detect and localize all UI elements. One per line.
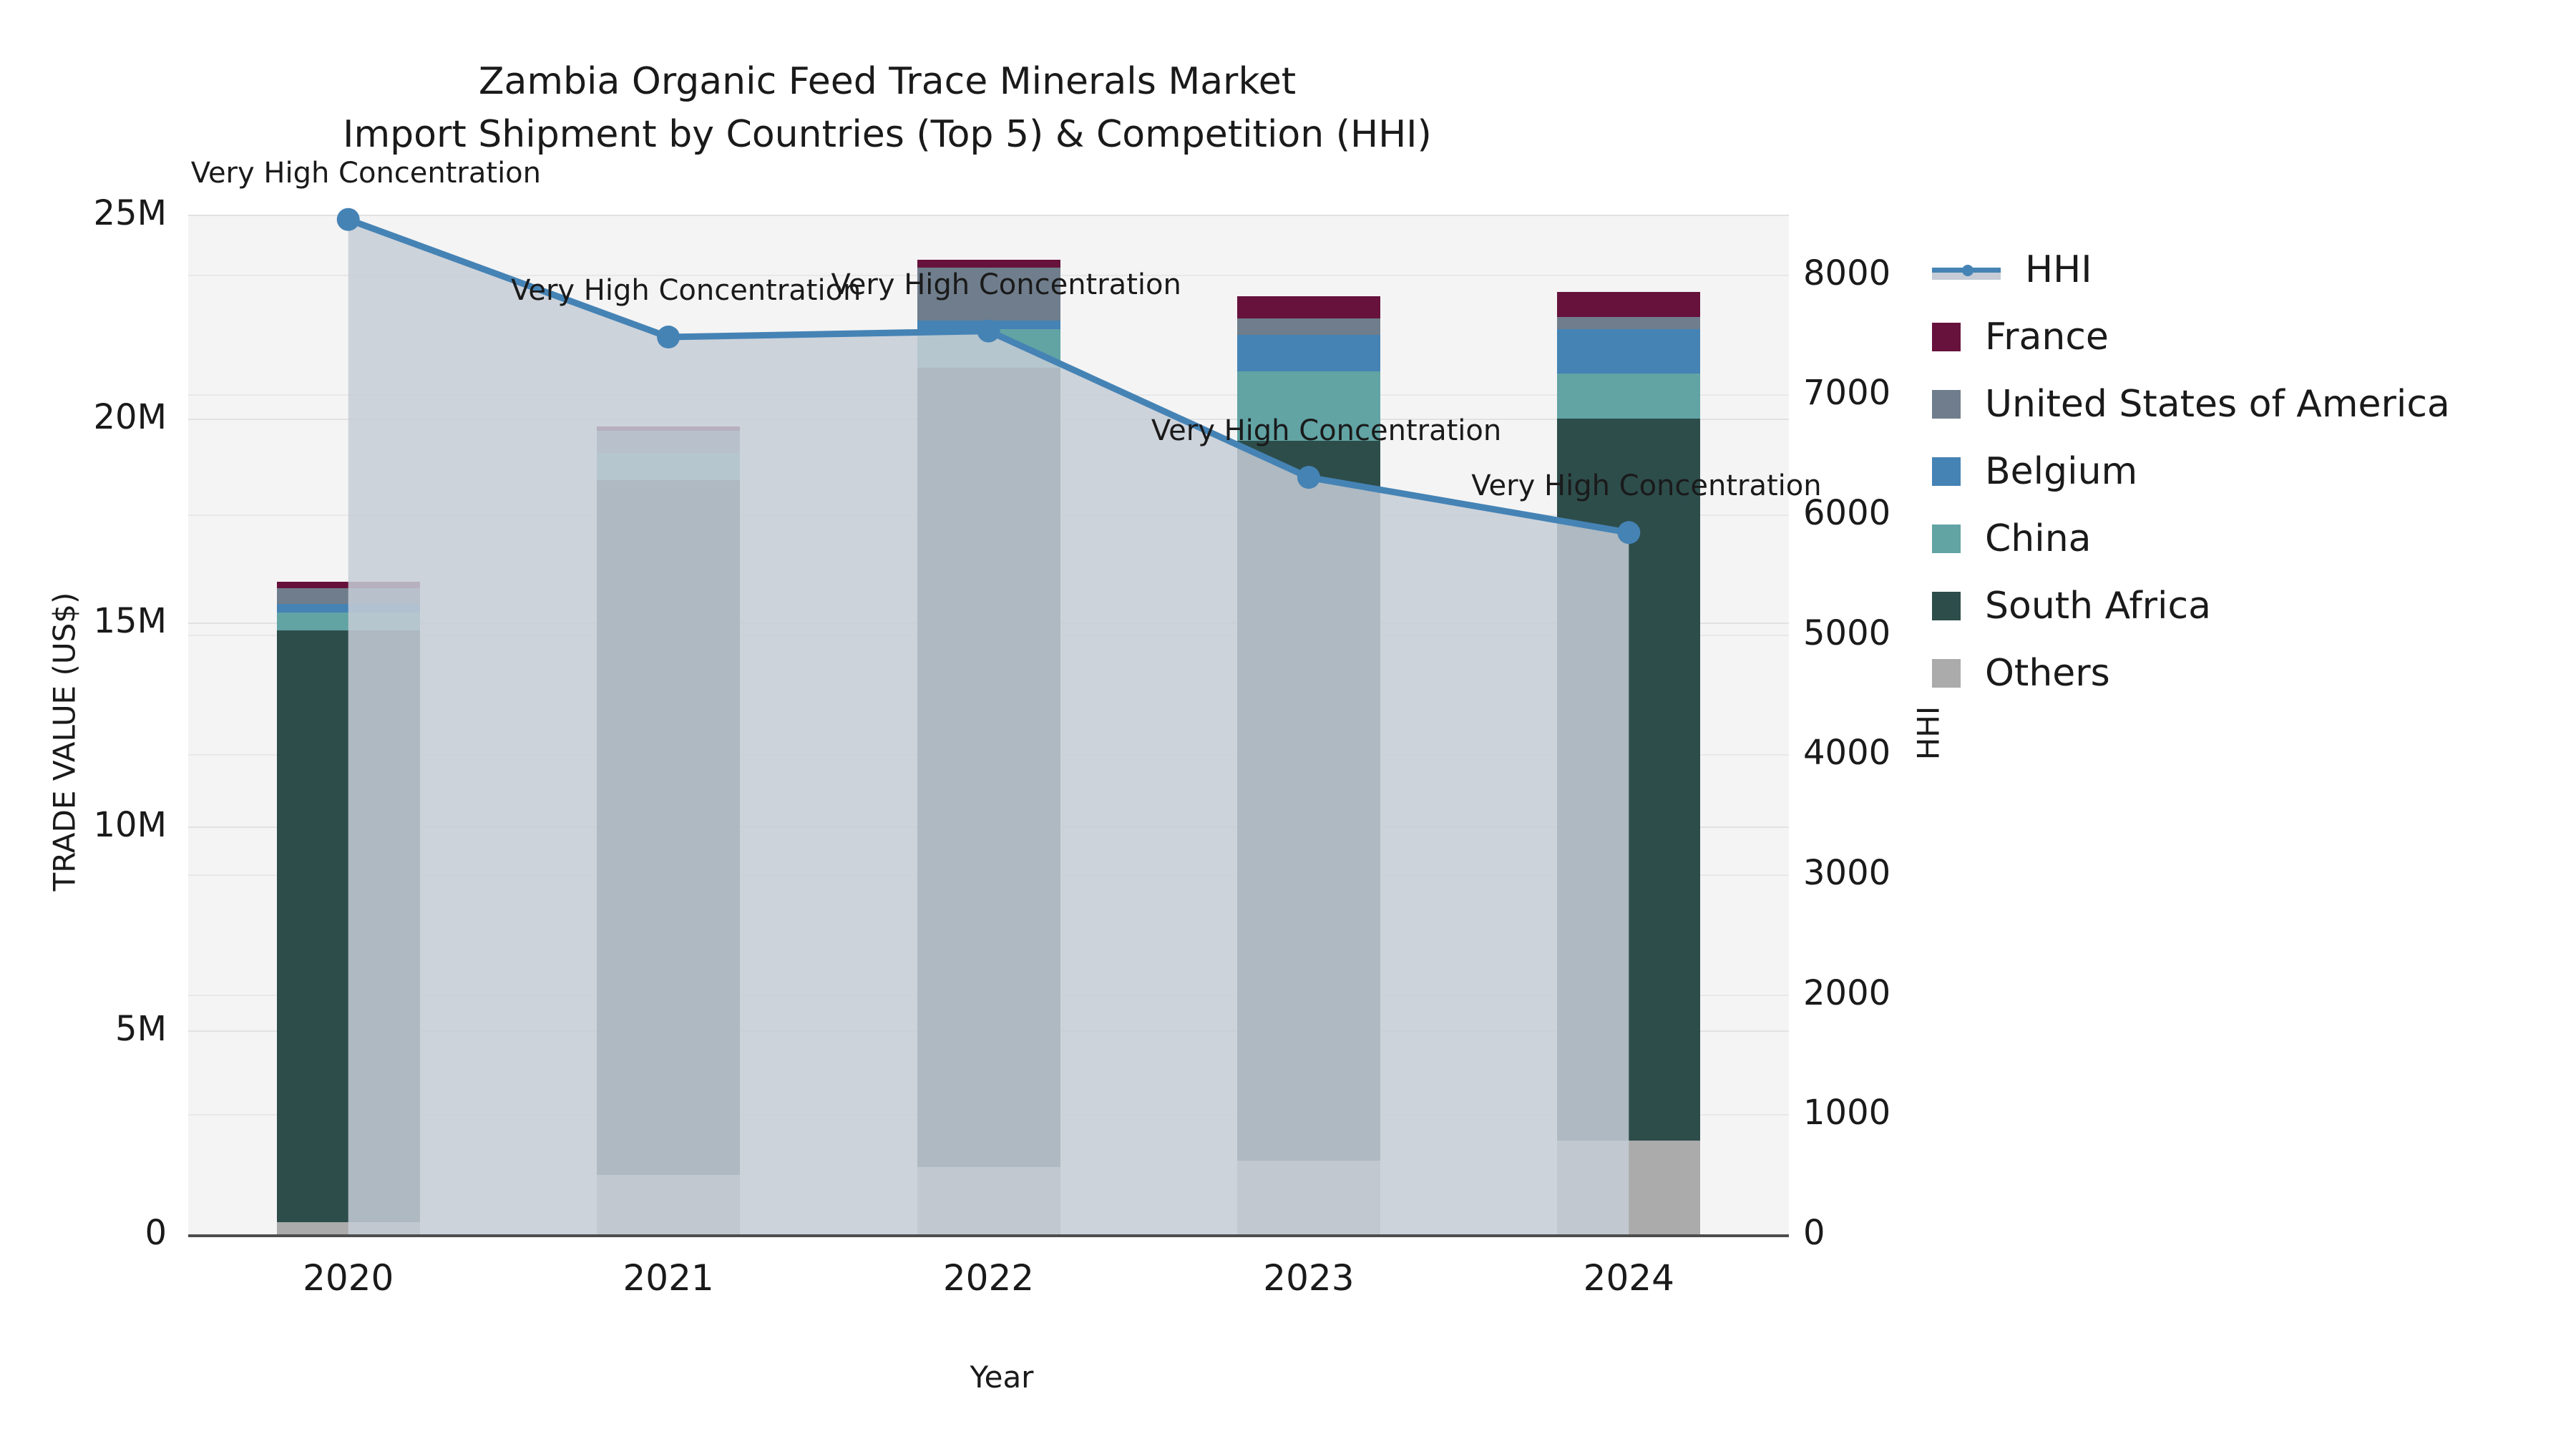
bar-segment-belgium-2024[interactable] [1557, 328, 1701, 374]
hhi-marker-2021[interactable] [657, 326, 680, 348]
legend-line-dot [1962, 265, 1974, 276]
hhi-series [336, 208, 1641, 1235]
y-tick-left-5M: 5M [115, 1009, 167, 1049]
bar-segment-france-2024[interactable] [1557, 292, 1701, 317]
legend-label: France [1985, 316, 2109, 358]
annotation-2020: Very High Concentration [190, 156, 542, 190]
y-tick-left-0: 0 [145, 1213, 167, 1253]
legend-item-china[interactable]: China [1932, 505, 2562, 572]
hhi-marker-2023[interactable] [1297, 466, 1320, 489]
bar-segment-united-states-of-america-2023[interactable] [1236, 318, 1380, 336]
legend-label: Others [1985, 652, 2110, 695]
y-tick-right-7000: 7000 [1803, 373, 1891, 414]
bar-segment-france-2022[interactable] [917, 259, 1060, 268]
x-tick-2022: 2022 [942, 1257, 1035, 1299]
legend-swatch [1932, 525, 1961, 553]
legend-swatch [1932, 390, 1961, 419]
legend-item-hhi[interactable]: HHI [1932, 236, 2562, 303]
legend-label: HHI [2025, 248, 2092, 291]
plot-area: Very High Concentration Very High Concent… [188, 157, 1822, 1236]
bar-segment-china-2023[interactable] [1236, 371, 1380, 441]
y-tick-left-10M: 10M [93, 805, 167, 845]
chart-title-line-1: Zambia Organic Feed Trace Minerals Marke… [478, 60, 1297, 103]
y-tick-right-0: 0 [1803, 1213, 1825, 1253]
bar-segment-united-states-of-america-2022[interactable] [917, 268, 1060, 321]
annotation-2021: Very High Concentration [511, 274, 862, 307]
legend: HHI France United States of America Belgium… [1932, 236, 2562, 707]
x-axis-title: Year [970, 1360, 1034, 1395]
x-tick-2023: 2023 [1263, 1257, 1355, 1299]
legend-swatch [1932, 592, 1961, 620]
bar-segment-belgium-2023[interactable] [1236, 335, 1380, 372]
legend-swatch [1932, 457, 1961, 486]
hhi-area-fill [348, 219, 1629, 1235]
legend-swatch [1932, 659, 1961, 688]
x-tick-2024: 2024 [1583, 1257, 1674, 1299]
annotation-2024: Very High Concentration [1471, 469, 1822, 503]
hhi-marker-2020[interactable] [336, 208, 360, 231]
bar-segment-france-2020[interactable] [276, 582, 420, 588]
bar-segment-belgium-2020[interactable] [276, 604, 420, 613]
y-tick-right-1000: 1000 [1803, 1093, 1891, 1133]
y-tick-right-8000: 8000 [1803, 253, 1891, 293]
annotation-2022: Very High Concentration [831, 268, 1181, 301]
y-axis-left-title: TRADE VALUE (US$) [47, 592, 82, 892]
y-tick-right-6000: 6000 [1803, 493, 1891, 534]
y-tick-right-5000: 5000 [1803, 613, 1891, 653]
y-tick-right-3000: 3000 [1803, 853, 1891, 894]
y-tick-left-20M: 20M [93, 397, 167, 437]
hhi-markers [336, 208, 1641, 545]
annotation-2023: Very High Concentration [1151, 414, 1502, 448]
y-tick-left-25M: 25M [93, 193, 167, 233]
legend-label: China [1985, 517, 2092, 560]
legend-item-united-states-of-america[interactable]: United States of America [1932, 371, 2562, 438]
x-tick-2020: 2020 [303, 1257, 394, 1299]
legend-label: South Africa [1985, 585, 2211, 628]
legend-label: Belgium [1985, 450, 2138, 493]
gridline [188, 215, 1789, 216]
hhi-marker-2022[interactable] [977, 319, 1000, 343]
legend-label: United States of America [1985, 383, 2450, 426]
legend-item-south-africa[interactable]: South Africa [1932, 572, 2562, 640]
legend-item-belgium[interactable]: Belgium [1932, 438, 2562, 505]
bar-segment-france-2023[interactable] [1236, 296, 1380, 319]
legend-line-marker [1932, 255, 2001, 284]
x-tick-2021: 2021 [623, 1257, 714, 1299]
legend-item-france[interactable]: France [1932, 303, 2562, 371]
legend-swatch [1932, 323, 1961, 351]
bar-segment-united-states-of-america-2024[interactable] [1557, 316, 1701, 329]
hhi-marker-2024[interactable] [1617, 521, 1641, 545]
legend-item-others[interactable]: Others [1932, 640, 2562, 707]
x-axis-line [188, 1234, 1789, 1237]
chart-title: Zambia Organic Feed Trace Minerals Marke… [0, 56, 1775, 162]
y-tick-right-4000: 4000 [1803, 733, 1891, 774]
chart-title-line-2: Import Shipment by Countries (Top 5) & C… [343, 112, 1432, 156]
bar-segment-china-2024[interactable] [1557, 374, 1701, 419]
y-tick-left-15M: 15M [93, 601, 167, 641]
y-tick-right-2000: 2000 [1803, 972, 1891, 1013]
